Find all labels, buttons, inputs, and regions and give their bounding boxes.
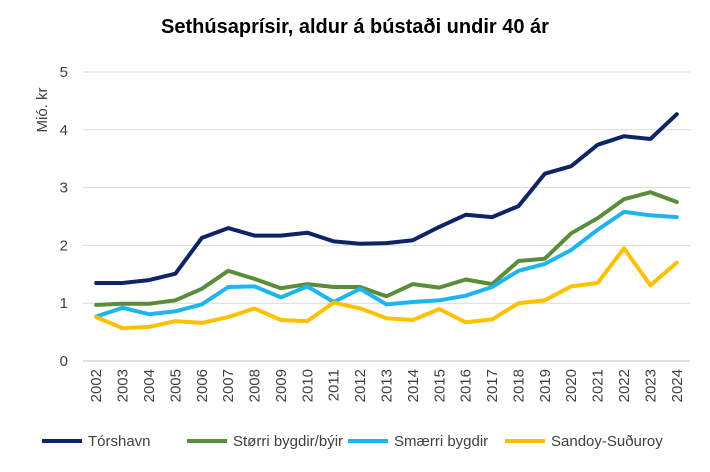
legend-label: Smærri bygdir [394, 433, 488, 450]
x-tick-label: 2018 [510, 369, 527, 402]
y-tick-label: 5 [60, 64, 68, 81]
y-axis-label: Mió. kr [34, 87, 51, 132]
x-tick-label: 2007 [220, 369, 237, 402]
x-tick-label: 2010 [299, 369, 316, 402]
series-line-3 [94, 209, 679, 319]
x-tick-label: 2002 [88, 369, 105, 402]
y-tick-label: 1 [60, 295, 68, 312]
x-tick-label: 2019 [537, 369, 554, 402]
x-tick-label: 2020 [563, 369, 580, 402]
x-tick-label: 2008 [247, 369, 264, 402]
legend-label: Størri bygdir/býir [233, 433, 343, 450]
x-tick-label: 2004 [141, 369, 158, 402]
series-line-1 [94, 112, 679, 285]
x-tick-label: 2023 [642, 369, 659, 402]
x-tick-label: 2024 [669, 369, 686, 402]
x-tick-label: 2015 [431, 369, 448, 402]
series-line-4 [94, 246, 679, 331]
y-tick-label: 3 [60, 180, 68, 197]
x-tick-label: 2005 [167, 369, 184, 402]
x-tick-label: 2012 [352, 369, 369, 402]
y-tick-label: 2 [60, 237, 68, 254]
series-line-2 [94, 190, 679, 307]
x-tick-label: 2006 [194, 369, 211, 402]
x-tick-label: 2014 [405, 369, 422, 402]
x-tick-label: 2009 [273, 369, 290, 402]
chart-title: Sethúsaprísir, aldur á bústaði undir 40 … [161, 16, 549, 38]
x-tick-label: 2003 [115, 369, 132, 402]
x-tick-label: 2016 [458, 369, 475, 402]
x-tick-label: 2013 [379, 369, 396, 402]
y-tick-label: 0 [60, 353, 68, 370]
legend-label: Tórshavn [88, 433, 151, 450]
y-tick-label: 4 [60, 122, 68, 139]
x-tick-label: 2022 [616, 369, 633, 402]
x-tick-label: 2021 [590, 369, 607, 402]
legend-label: Sandoy-Suðuroy [551, 433, 663, 450]
x-tick-label: 2011 [326, 369, 343, 401]
x-tick-label: 2017 [484, 369, 501, 402]
